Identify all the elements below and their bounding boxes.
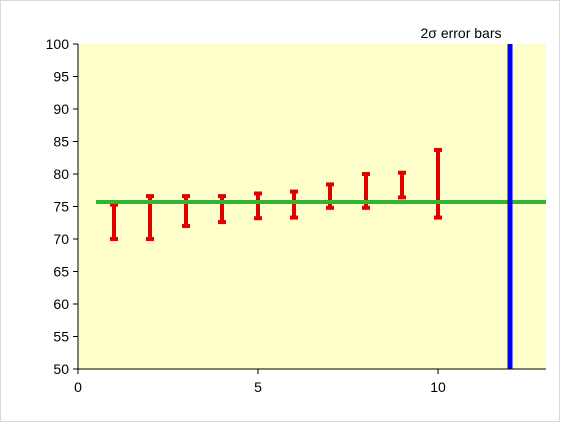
y-tick-label: 50 [53,361,69,377]
x-tick-label: 5 [254,379,262,395]
error-bar-1 [110,202,118,241]
chart-title: 2σ error bars [421,25,502,41]
y-tick-label: 90 [53,101,69,117]
x-tick-label: 10 [430,379,446,395]
y-tick-label: 60 [53,296,69,312]
error-bar-9 [398,170,406,200]
y-tick-label: 100 [46,36,70,52]
error-bar-6 [290,189,298,220]
series-layer [96,44,546,369]
y-tick-label: 85 [53,134,69,150]
error-bar-5 [254,191,262,221]
x-tick-label: 0 [74,379,82,395]
y-tick-label: 70 [53,231,69,247]
axes-layer: 50 55 60 65 70 75 80 85 90 95 100 0 5 10 [46,36,546,395]
y-tick-label: 65 [53,264,69,280]
y-tick-label: 75 [53,199,69,215]
plot-area [78,44,546,369]
y-tick-label: 95 [53,69,69,85]
y-tick-label: 80 [53,166,69,182]
error-bar-10 [434,147,442,220]
y-tick-label: 55 [53,329,69,345]
